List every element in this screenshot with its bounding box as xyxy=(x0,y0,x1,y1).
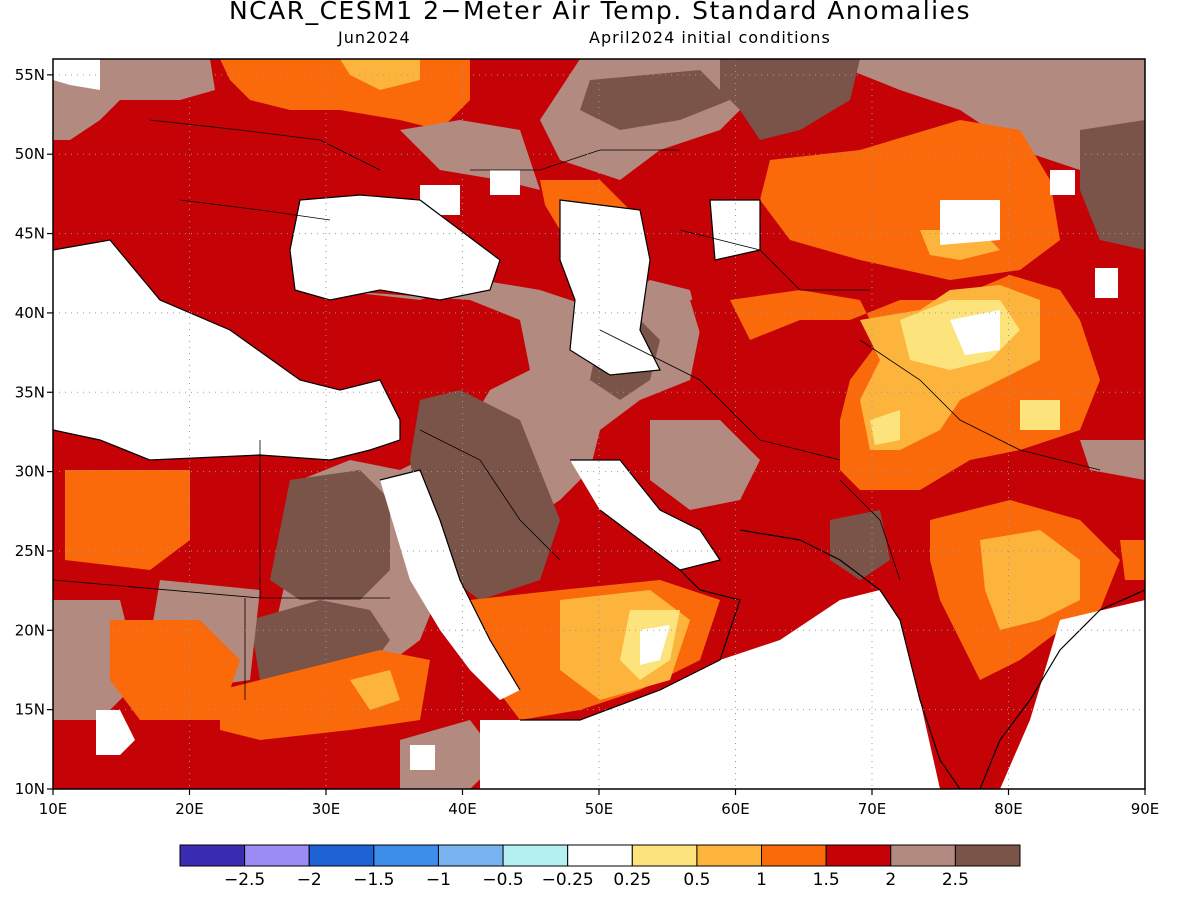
field-0.5-central-india xyxy=(980,530,1080,630)
mask-mediterranean xyxy=(53,240,400,460)
map-title: NCAR_CESM1 2−Meter Air Temp. Standard An… xyxy=(228,0,972,25)
field-2.5-kazakhstan-west xyxy=(580,70,730,130)
lon-tick-label: 20E xyxy=(175,800,204,818)
colorbar-swatch xyxy=(761,844,827,867)
field-1-sahel-west xyxy=(110,620,240,720)
lon-tick-label: 70E xyxy=(858,800,887,818)
lat-tick-label: 25N xyxy=(15,542,45,560)
colorbar-label: 0.5 xyxy=(683,870,710,890)
colorbar-swatch xyxy=(890,844,956,867)
mask-lake-tana xyxy=(410,745,435,770)
mask-lake-chad xyxy=(96,710,135,755)
mask-caspian-sea xyxy=(560,200,660,375)
lon-tick-label: 30E xyxy=(312,800,341,818)
lat-tick-label: 10N xyxy=(15,780,45,798)
lon-tick-label: 60E xyxy=(721,800,750,818)
colorbar-swatch xyxy=(437,844,504,867)
colorbar-label: 2 xyxy=(885,870,896,890)
field-0-oman xyxy=(640,625,670,665)
lat-tick-label: 45N xyxy=(15,225,45,243)
field-0.5-sudan xyxy=(350,670,400,710)
colorbar-label: 1 xyxy=(756,870,767,890)
colorbar-label: −2 xyxy=(297,870,322,890)
lat-tick-label: 50N xyxy=(15,145,45,163)
field-0.25-tibet xyxy=(1020,400,1060,430)
field-1-libya-algeria xyxy=(65,470,190,570)
colorbar-swatch xyxy=(825,844,892,867)
field-2.5-rajasthan xyxy=(830,510,890,580)
colorbar-label: 2.5 xyxy=(942,870,969,890)
country-borders xyxy=(53,119,1101,700)
lat-tick-label: 15N xyxy=(15,701,45,719)
field-2.5-egypt-libya xyxy=(270,470,390,600)
colorbar-swatch xyxy=(567,844,633,867)
colorbar-label: −1 xyxy=(426,870,451,890)
colorbar-swatch xyxy=(179,844,246,867)
mask-lake-balkhash xyxy=(940,200,1000,245)
mask-baltic xyxy=(53,59,100,90)
mask-small-lake-2 xyxy=(1050,170,1075,195)
lat-tick-label: 30N xyxy=(15,463,45,481)
field-0.5-eastern-europe xyxy=(340,59,420,90)
lat-tick-label: 40N xyxy=(15,304,45,322)
longitude-ticks: 10E 20E 30E 40E 50E 60E 70E 80E 90E xyxy=(39,789,1160,818)
lat-tick-label: 55N xyxy=(15,66,45,84)
colorbar-swatch xyxy=(631,844,698,867)
mask-small-lake-1 xyxy=(420,185,460,215)
mask-persian-gulf xyxy=(570,460,720,570)
lon-tick-label: 50E xyxy=(585,800,614,818)
colorbar-label: −0.25 xyxy=(542,870,594,890)
lon-tick-label: 80E xyxy=(994,800,1023,818)
mask-bay-of-bengal xyxy=(1000,600,1145,789)
lon-tick-label: 90E xyxy=(1131,800,1160,818)
field-2.5-kazakhstan-north xyxy=(720,59,860,140)
forecast-month: Jun2024 xyxy=(338,28,411,47)
colorbar-swatch xyxy=(502,844,569,867)
field-2-china-sw xyxy=(1080,440,1145,480)
colorbar-swatch xyxy=(954,844,1021,867)
field-1-bay-of-bengal xyxy=(1120,540,1145,580)
mask-small-lake-3 xyxy=(1095,268,1118,298)
colorbar-label: −0.5 xyxy=(482,870,523,890)
lon-tick-label: 40E xyxy=(448,800,477,818)
field-1-sahel-east xyxy=(220,650,430,740)
initial-conditions: April2024 initial conditions xyxy=(589,28,831,47)
colorbar-label: −1.5 xyxy=(353,870,394,890)
mask-red-sea xyxy=(380,470,520,700)
anomaly-fields xyxy=(53,59,1145,789)
field-0-karakoram xyxy=(950,310,1000,355)
colorbar-label: 1.5 xyxy=(813,870,840,890)
mask-sea-of-azov xyxy=(490,170,520,195)
graticule xyxy=(53,59,1145,789)
colorbar-label: −2.5 xyxy=(224,870,265,890)
mask-aral-sea xyxy=(710,200,760,260)
field-1.5-afghanistan xyxy=(740,390,840,490)
coastlines xyxy=(53,194,1145,789)
field-0.25-pakistan xyxy=(870,410,900,445)
field-2.5-mongolia xyxy=(1080,120,1145,250)
lat-tick-label: 20N xyxy=(15,621,45,639)
colorbar: −2.5 −2 −1.5 −1 −0.5 −0.25 0.25 0.5 1 1.5 2 2.5 xyxy=(179,844,1021,890)
colorbar-label: 0.25 xyxy=(613,870,651,890)
colorbar-swatch xyxy=(696,844,763,867)
lon-tick-label: 10E xyxy=(39,800,68,818)
colorbar-swatch xyxy=(244,844,310,867)
field-2-iran-south xyxy=(650,420,760,510)
lat-tick-label: 35N xyxy=(15,383,45,401)
mask-arabian-sea xyxy=(480,590,940,789)
colorbar-swatch xyxy=(308,844,375,867)
field-2-ethiopia xyxy=(400,720,500,789)
latitude-ticks: 10N 15N 20N 25N 30N 35N 40N 45N 50N 55N xyxy=(15,66,53,798)
colorbar-swatch xyxy=(373,844,439,867)
